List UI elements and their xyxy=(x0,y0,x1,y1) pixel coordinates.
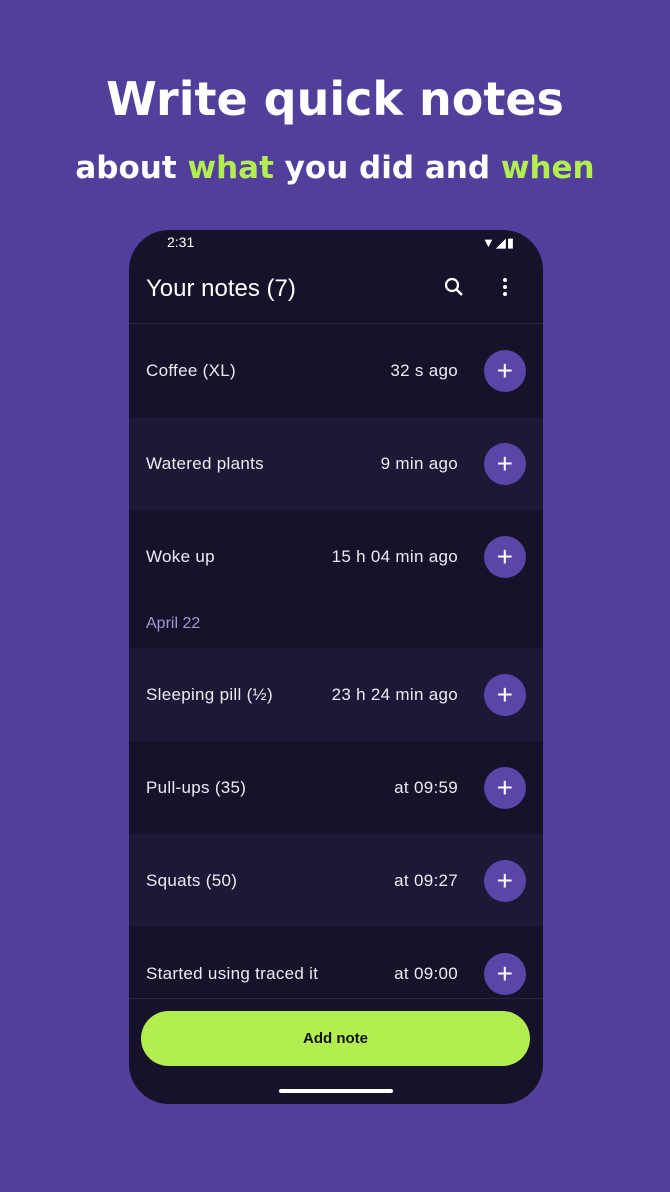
search-icon[interactable] xyxy=(443,276,465,304)
list-item[interactable]: Sleeping pill (½) 23 h 24 min ago + xyxy=(129,648,543,741)
status-icons: ▼◢▮ xyxy=(482,235,515,251)
plus-icon[interactable]: + xyxy=(484,859,526,902)
plus-icon[interactable]: + xyxy=(484,535,526,578)
note-name: Squats (50) xyxy=(146,870,238,890)
note-name: Sleeping pill (½) xyxy=(146,684,273,704)
note-time: 32 s ago xyxy=(390,360,458,380)
subtitle-text: about xyxy=(75,150,188,186)
plus-icon[interactable]: + xyxy=(484,952,526,995)
notes-list[interactable]: Coffee (XL) 32 s ago + Watered plants 9 min… xyxy=(129,324,543,998)
note-name: Coffee (XL) xyxy=(146,360,236,380)
page-title: Your notes (7) xyxy=(146,275,296,302)
subtitle-accent: when xyxy=(500,150,595,186)
battery-icon: ▮ xyxy=(506,235,515,250)
headline-subtitle: about what you did and when xyxy=(0,150,670,186)
more-vert-icon[interactable] xyxy=(495,276,515,304)
add-note-button[interactable]: Add note xyxy=(141,1011,530,1066)
plus-icon[interactable]: + xyxy=(484,673,526,716)
list-item[interactable]: Started using traced it at 09:00 + xyxy=(129,927,543,998)
list-item[interactable]: Pull-ups (35) at 09:59 + xyxy=(129,741,543,834)
list-item[interactable]: Watered plants 9 min ago + xyxy=(129,417,543,510)
note-name: Started using traced it xyxy=(146,963,319,983)
note-time: 23 h 24 min ago xyxy=(331,684,458,704)
subtitle-accent: what xyxy=(187,150,274,186)
headline-title: Write quick notes xyxy=(106,72,564,126)
plus-icon[interactable]: + xyxy=(484,349,526,392)
divider xyxy=(129,998,543,999)
note-time: 9 min ago xyxy=(380,453,458,473)
wifi-icon: ▼ xyxy=(481,235,496,250)
note-name: Watered plants xyxy=(146,453,264,473)
phone-screen: 2:31 ▼◢▮ Your notes (7) Coffee (XL) 32 s … xyxy=(129,230,543,1104)
home-indicator[interactable] xyxy=(279,1089,393,1093)
list-item[interactable]: Coffee (XL) 32 s ago + xyxy=(129,324,543,417)
status-time: 2:31 xyxy=(167,234,195,250)
divider xyxy=(129,323,543,324)
signal-icon: ◢ xyxy=(495,235,507,250)
note-time: 15 h 04 min ago xyxy=(331,546,458,566)
subtitle-text: you did and xyxy=(273,150,501,186)
note-time: at 09:00 xyxy=(394,963,458,983)
list-item[interactable]: Squats (50) at 09:27 + xyxy=(129,834,543,927)
note-time: at 09:27 xyxy=(394,870,458,890)
note-name: Woke up xyxy=(146,546,215,566)
note-time: at 09:59 xyxy=(394,777,458,797)
list-item[interactable]: Woke up 15 h 04 min ago + xyxy=(129,510,543,603)
plus-icon[interactable]: + xyxy=(484,442,526,485)
date-header: April 22 xyxy=(146,615,201,632)
note-name: Pull-ups (35) xyxy=(146,777,247,797)
plus-icon[interactable]: + xyxy=(484,766,526,809)
